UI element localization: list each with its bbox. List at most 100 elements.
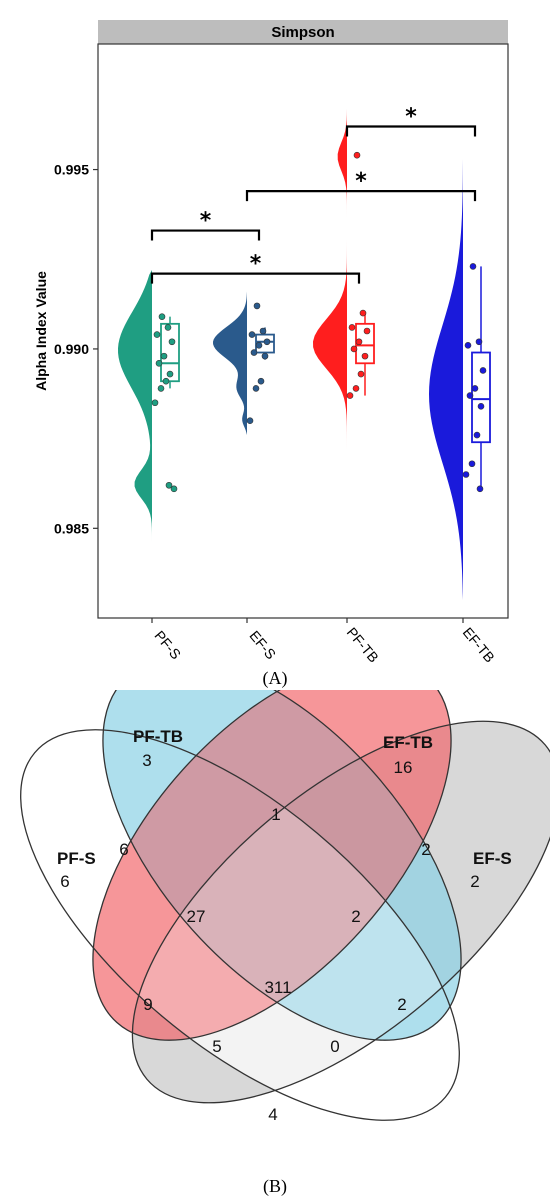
data-point [357, 370, 365, 378]
count-pf-tb-only: 3 [142, 751, 151, 770]
data-point [346, 392, 354, 399]
data-point [475, 338, 483, 346]
x-tick-label: PF-TB [344, 624, 382, 665]
box-pf-tb [355, 322, 375, 365]
data-point [162, 377, 170, 385]
data-point [261, 352, 269, 360]
y-tick-label: 0.995 [54, 162, 89, 178]
panel-label-a: (A) [263, 668, 288, 689]
facet-title: Simpson [271, 24, 334, 41]
data-point [153, 331, 161, 338]
count-pfs-eftb: 9 [143, 995, 152, 1014]
data-point [263, 338, 271, 346]
count-pftb-eftb-pfs: 27 [187, 907, 206, 926]
data-point [164, 324, 172, 331]
data-point [361, 352, 369, 360]
data-point [464, 342, 472, 349]
data-point [160, 352, 168, 360]
data-point [363, 327, 371, 335]
data-point [157, 385, 165, 392]
set-name-pf-s: PF-S [57, 849, 96, 868]
significance-bracket [345, 125, 477, 137]
density-pf-tb [313, 108, 347, 450]
data-point [476, 485, 484, 493]
significance-label: * [250, 252, 262, 277]
plot-panel [97, 43, 509, 619]
data-point [250, 349, 258, 356]
point-layer [151, 151, 487, 493]
set-name-ef-s: EF-S [473, 849, 512, 868]
set-name-pf-tb: PF-TB [133, 727, 183, 746]
x-tick-label: EF-S [246, 627, 279, 662]
significance-bracket [150, 229, 261, 241]
data-point [252, 385, 260, 392]
data-point [352, 385, 360, 392]
significance-label: * [355, 169, 367, 194]
y-tick-label: 0.985 [54, 520, 89, 536]
x-tick-label: PF-S [151, 627, 184, 662]
data-point [359, 309, 367, 317]
significance-layer: * * * * [150, 105, 477, 284]
count-ef-s-only: 2 [470, 872, 479, 891]
data-point [466, 392, 474, 399]
x-tick-label: EF-TB [460, 624, 498, 665]
significance-label: * [405, 105, 417, 130]
data-point [355, 338, 363, 346]
box-ef-tb [471, 351, 491, 444]
count-eftb-efs: 2 [421, 840, 430, 859]
count-pfs-pftb-efs: 0 [330, 1037, 339, 1056]
data-point [477, 403, 485, 410]
data-point [166, 370, 174, 378]
data-point [259, 327, 267, 335]
data-point [473, 431, 481, 439]
panel-label-b: (B) [263, 1176, 287, 1197]
count-ef-tb-only: 16 [394, 758, 413, 777]
density-ef-s [213, 291, 247, 436]
data-point [468, 460, 476, 468]
venn-diagram: PF-TB EF-TB PF-S EF-S 3 16 6 2 1 6 2 27 … [20, 690, 550, 1197]
x-axis: PF-S EF-S PF-TB EF-TB [151, 618, 498, 665]
box-ef-s [255, 333, 275, 354]
data-point [257, 377, 265, 385]
data-point [151, 399, 159, 407]
data-point [348, 324, 356, 331]
data-point [479, 367, 487, 374]
data-point [255, 342, 263, 349]
significance-bracket [245, 189, 477, 202]
y-tick-label: 0.990 [54, 341, 89, 357]
data-point [165, 481, 173, 489]
box-pf-s [160, 322, 180, 383]
set-fill-ef-tb [92, 690, 452, 1041]
set-outline-ef-s [131, 720, 550, 1104]
data-point [158, 313, 166, 320]
count-pfs-eftb-efs: 5 [212, 1037, 221, 1056]
facet-strip [98, 20, 508, 44]
y-axis-title: Alpha Index Value [33, 271, 49, 391]
data-point [353, 151, 361, 159]
data-point [170, 485, 178, 493]
set-outline-ef-tb [92, 690, 452, 1041]
data-point [246, 417, 254, 424]
data-point [350, 345, 358, 353]
data-point [471, 385, 479, 392]
significance-bracket [150, 272, 361, 284]
count-all: 311 [264, 978, 291, 997]
set-outline-pf-tb [102, 690, 462, 1041]
count-pftb-eftb-efs: 2 [351, 907, 360, 926]
count-pftb-pfs: 6 [119, 840, 128, 859]
count-pftb-efs: 2 [397, 995, 406, 1014]
data-point [248, 331, 256, 338]
density-layer [118, 108, 463, 601]
count-pf-s-only: 6 [60, 872, 69, 891]
density-ef-tb [429, 158, 463, 601]
box-layer [160, 266, 491, 489]
venn-outlines [20, 690, 550, 1121]
count-pfs-efs: 4 [268, 1105, 277, 1124]
data-point [462, 471, 470, 478]
density-pf-s [118, 270, 152, 547]
data-point [253, 302, 261, 310]
data-point [168, 338, 176, 346]
significance-label: * [200, 209, 212, 234]
data-point [469, 263, 477, 270]
